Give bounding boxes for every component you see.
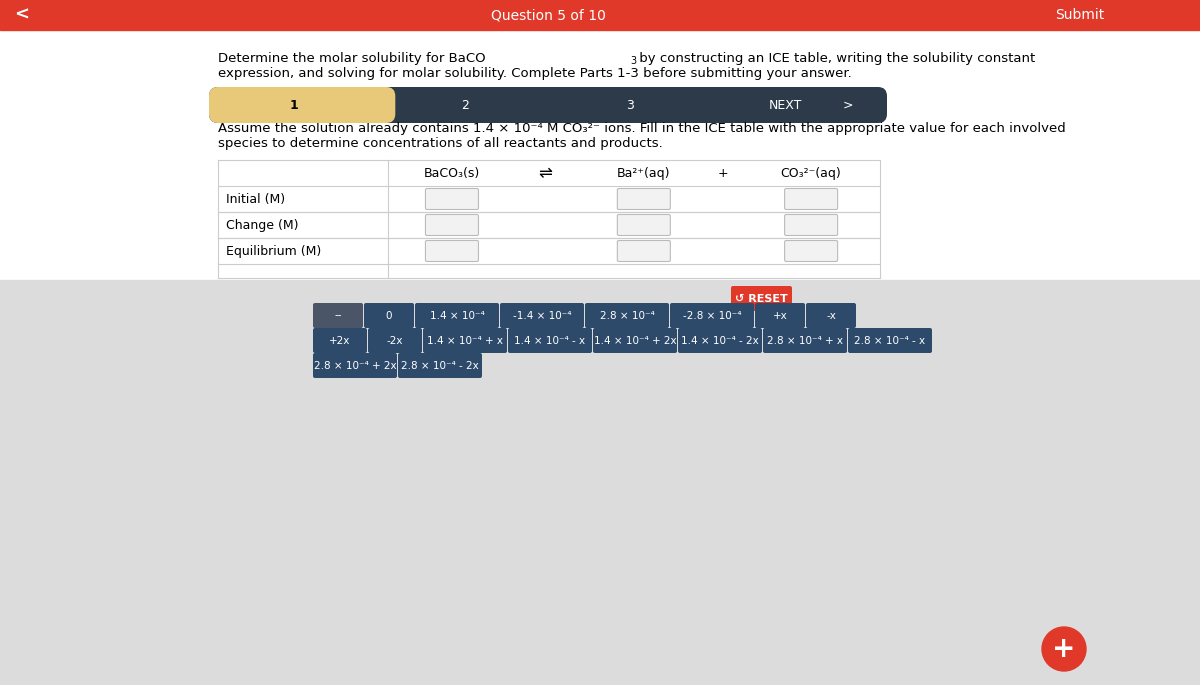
FancyBboxPatch shape (313, 328, 367, 353)
Text: Ba²⁺(aq): Ba²⁺(aq) (617, 166, 671, 179)
Text: 1.4 × 10⁻⁴ + x: 1.4 × 10⁻⁴ + x (427, 336, 503, 345)
Text: 1.4 × 10⁻⁴ - 2x: 1.4 × 10⁻⁴ - 2x (682, 336, 758, 345)
FancyBboxPatch shape (670, 303, 754, 328)
Text: Submit: Submit (1055, 8, 1105, 22)
Text: Assume the solution already contains 1.4 × 10⁻⁴ M CO₃²⁻ ions. Fill in the ICE ta: Assume the solution already contains 1.4… (218, 121, 1066, 134)
Text: 2.8 × 10⁻⁴ - 2x: 2.8 × 10⁻⁴ - 2x (401, 360, 479, 371)
Text: 0: 0 (385, 310, 392, 321)
FancyBboxPatch shape (426, 214, 479, 236)
Text: -2x: -2x (386, 336, 403, 345)
Text: 2: 2 (462, 99, 469, 112)
FancyBboxPatch shape (508, 328, 592, 353)
Text: 3: 3 (630, 56, 636, 66)
FancyBboxPatch shape (364, 303, 414, 328)
FancyBboxPatch shape (426, 240, 479, 262)
FancyBboxPatch shape (678, 328, 762, 353)
Text: 1: 1 (289, 99, 299, 112)
Text: ↺ RESET: ↺ RESET (736, 293, 788, 303)
FancyBboxPatch shape (313, 353, 397, 378)
Text: NEXT: NEXT (769, 99, 803, 112)
FancyBboxPatch shape (313, 303, 364, 328)
FancyBboxPatch shape (806, 303, 856, 328)
FancyBboxPatch shape (368, 328, 422, 353)
FancyBboxPatch shape (415, 303, 499, 328)
FancyBboxPatch shape (500, 303, 584, 328)
Text: expression, and solving for molar solubility. Complete Parts 1-3 before submitti: expression, and solving for molar solubi… (218, 66, 852, 79)
FancyBboxPatch shape (785, 240, 838, 262)
Text: -1.4 × 10⁻⁴: -1.4 × 10⁻⁴ (512, 310, 571, 321)
Text: -x: -x (826, 310, 836, 321)
Text: by constructing an ICE table, writing the solubility constant: by constructing an ICE table, writing th… (635, 51, 1036, 64)
Text: 2.8 × 10⁻⁴: 2.8 × 10⁻⁴ (600, 310, 654, 321)
FancyBboxPatch shape (593, 328, 677, 353)
Text: 1.4 × 10⁻⁴ - x: 1.4 × 10⁻⁴ - x (515, 336, 586, 345)
Text: CO₃²⁻(aq): CO₃²⁻(aq) (781, 166, 841, 179)
Text: 2.8 × 10⁻⁴ + x: 2.8 × 10⁻⁴ + x (767, 336, 842, 345)
FancyBboxPatch shape (424, 328, 508, 353)
FancyBboxPatch shape (848, 328, 932, 353)
Text: +x: +x (773, 310, 787, 321)
Circle shape (1042, 627, 1086, 671)
FancyBboxPatch shape (785, 188, 838, 210)
FancyBboxPatch shape (398, 353, 482, 378)
FancyBboxPatch shape (586, 303, 670, 328)
Text: >: > (844, 99, 853, 112)
FancyBboxPatch shape (617, 240, 671, 262)
Text: Initial (M): Initial (M) (226, 192, 286, 206)
Bar (0, 280, 1200, 685)
Text: 1.4 × 10⁻⁴ + 2x: 1.4 × 10⁻⁴ + 2x (594, 336, 677, 345)
FancyBboxPatch shape (763, 328, 847, 353)
Text: Determine the molar solubility for BaCO: Determine the molar solubility for BaCO (218, 51, 486, 64)
Text: +: + (718, 166, 728, 179)
Text: 3: 3 (626, 99, 635, 112)
Text: +: + (1052, 635, 1075, 663)
Text: 2.8 × 10⁻⁴ - x: 2.8 × 10⁻⁴ - x (854, 336, 925, 345)
FancyBboxPatch shape (617, 188, 671, 210)
Bar (0, 30, 1200, 280)
Text: BaCO₃(s): BaCO₃(s) (424, 166, 480, 179)
Text: 2.8 × 10⁻⁴ + 2x: 2.8 × 10⁻⁴ + 2x (313, 360, 396, 371)
Text: 1.4 × 10⁻⁴: 1.4 × 10⁻⁴ (430, 310, 485, 321)
Bar (218, 160, 880, 278)
FancyBboxPatch shape (731, 286, 792, 311)
Text: --: -- (335, 310, 342, 321)
Text: Equilibrium (M): Equilibrium (M) (226, 245, 322, 258)
Text: Question 5 of 10: Question 5 of 10 (491, 8, 606, 22)
FancyBboxPatch shape (426, 188, 479, 210)
FancyBboxPatch shape (755, 303, 805, 328)
FancyBboxPatch shape (209, 87, 395, 123)
FancyBboxPatch shape (617, 214, 671, 236)
Text: <: < (14, 6, 30, 24)
Bar (0, 0, 1200, 30)
Text: -2.8 × 10⁻⁴: -2.8 × 10⁻⁴ (683, 310, 742, 321)
Text: ⇌: ⇌ (539, 164, 552, 182)
FancyBboxPatch shape (785, 214, 838, 236)
FancyBboxPatch shape (209, 87, 887, 123)
Text: +2x: +2x (329, 336, 350, 345)
Text: Change (M): Change (M) (226, 219, 299, 232)
Text: species to determine concentrations of all reactants and products.: species to determine concentrations of a… (218, 136, 662, 149)
